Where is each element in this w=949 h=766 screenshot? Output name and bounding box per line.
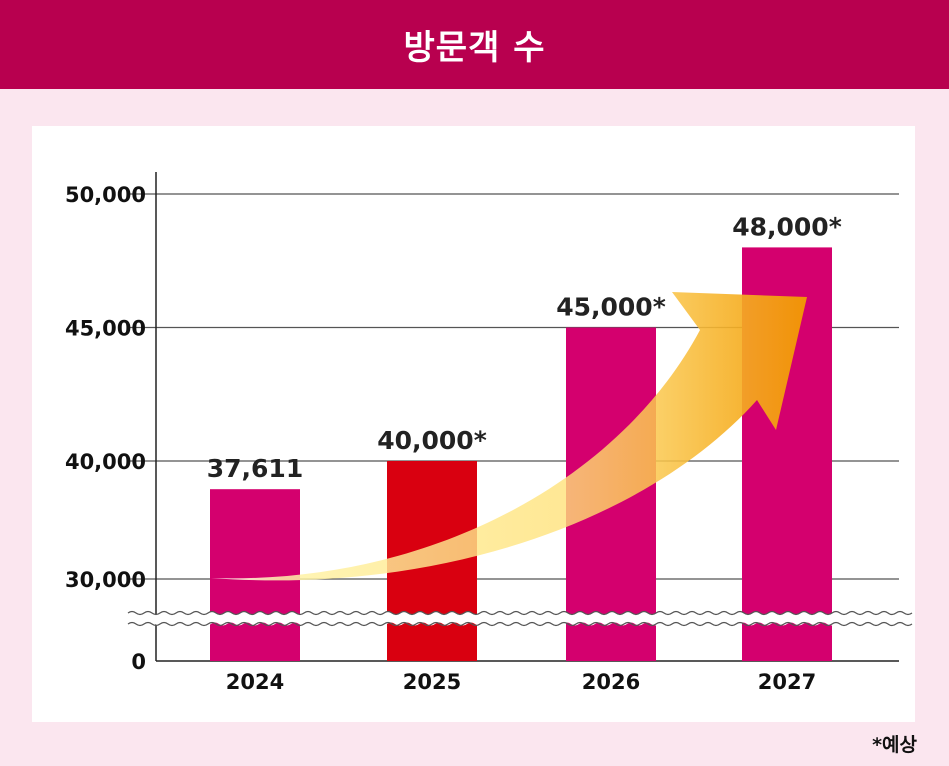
y-tick-label: 40,000 — [65, 450, 146, 474]
y-tick-label: 30,000 — [65, 568, 146, 592]
axis-break-line — [127, 610, 913, 616]
data-label: 48,000* — [732, 212, 842, 241]
x-tick-label: 2026 — [582, 670, 640, 694]
axis-break-band — [115, 611, 912, 626]
x-tick-label: 2024 — [226, 670, 284, 694]
footnote: *예상 — [872, 734, 917, 756]
header-bar: 방문객 수 — [0, 0, 949, 89]
y-tick-label: 0 — [131, 650, 146, 674]
x-tick-label: 2025 — [403, 670, 461, 694]
data-label: 40,000* — [377, 426, 487, 455]
data-label: 45,000* — [556, 293, 666, 322]
data-label: 37,611 — [207, 454, 303, 483]
growth-arrow — [211, 292, 807, 581]
y-tick-label: 50,000 — [65, 183, 146, 207]
y-tick-label: 45,000 — [65, 317, 146, 341]
bar-2024 — [210, 489, 300, 661]
x-tick-label: 2027 — [758, 670, 816, 694]
page-title: 방문객 수 — [403, 28, 546, 68]
axis-break-line — [127, 621, 913, 627]
